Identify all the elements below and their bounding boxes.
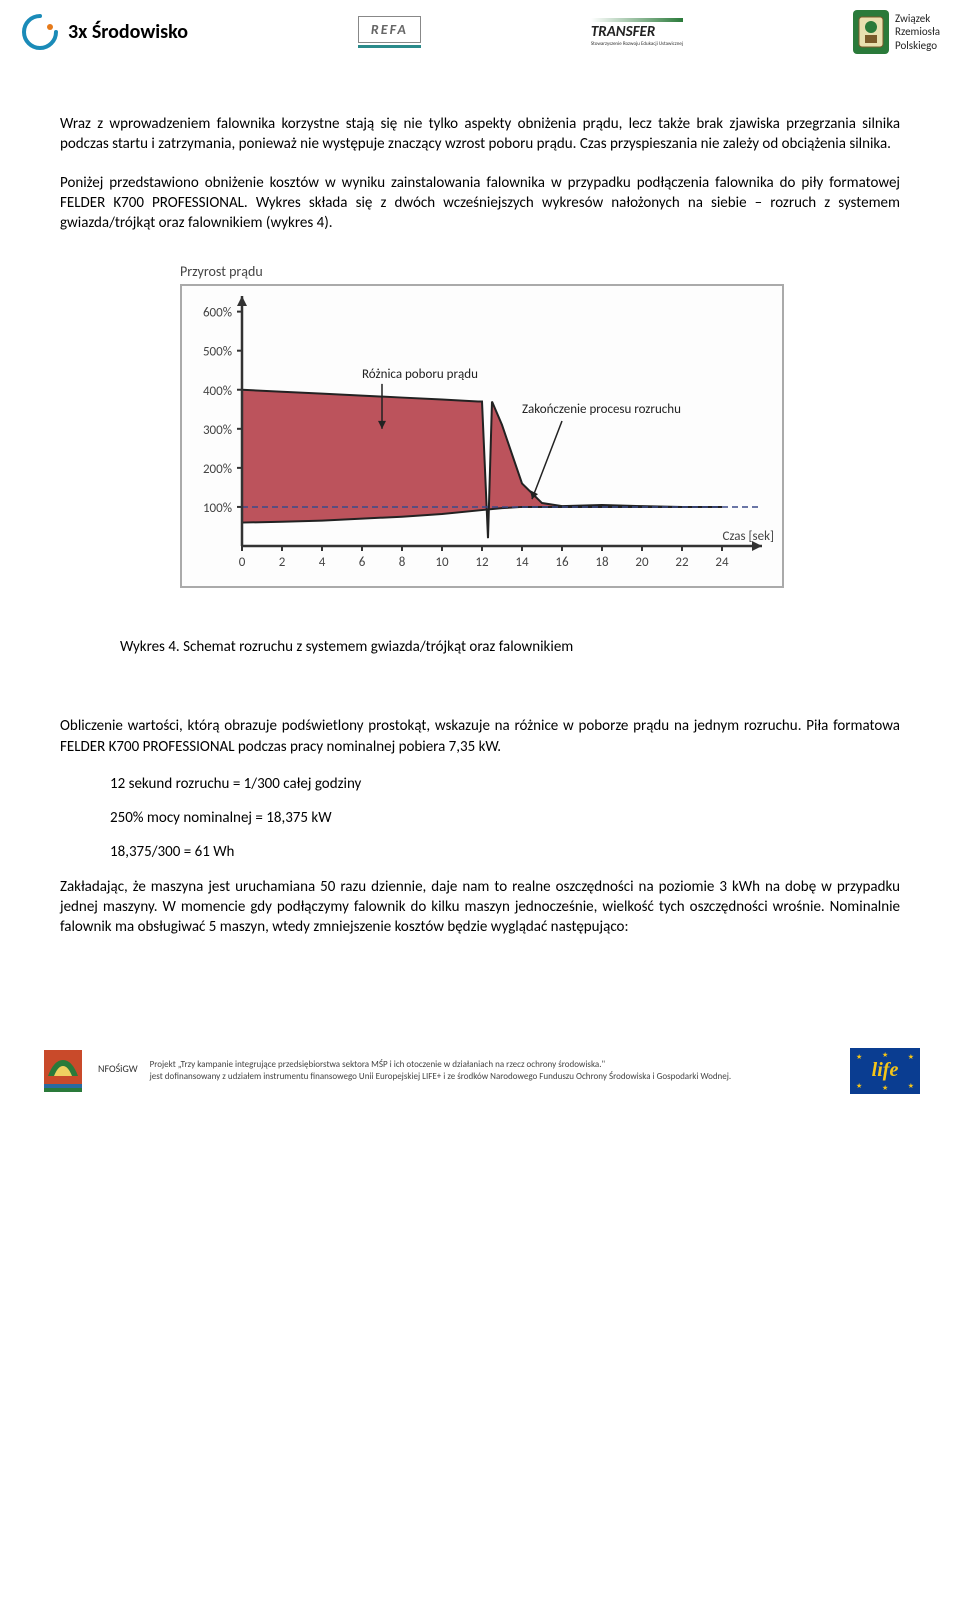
svg-text:4: 4 [319,555,326,570]
svg-text:18: 18 [595,555,609,570]
nfosigw-label: NFOŚiGW [98,1062,138,1075]
svg-text:2: 2 [279,555,286,570]
zrp-badge-icon [853,10,889,54]
svg-text:Zakończenie procesu rozruchu: Zakończenie procesu rozruchu [522,402,681,417]
chart-caption: Wykres 4. Schemat rozruchu z systemem gw… [120,638,900,656]
logo-transfer-sub: Stowarzyszenie Rozwoju Edukacji Ustawicz… [591,41,683,47]
svg-text:Czas [sek]: Czas [sek] [722,529,774,544]
nfosigw-logo-icon [40,1046,86,1096]
svg-text:16: 16 [555,555,569,570]
svg-text:20: 20 [635,555,649,570]
paragraph-3: Obliczenie wartości, którą obrazuje podś… [60,716,900,757]
footer-left: NFOŚiGW Projekt „Trzy kampanie integrują… [40,1046,731,1096]
logo-3x-srodowisko: 3x Środowisko [20,12,188,52]
footer-project-text: Projekt „Trzy kampanie integrujące przed… [150,1059,732,1082]
svg-text:400%: 400% [203,384,232,399]
chart-y-title: Przyrost prądu [180,263,800,280]
logo-transfer: TRANSFER Stowarzyszenie Rozwoju Edukacji… [591,18,683,47]
logo-refa: REFA [358,16,421,48]
svg-text:8: 8 [399,555,406,570]
page-footer: NFOŚiGW Projekt „Trzy kampanie integrują… [0,1036,960,1116]
svg-text:300%: 300% [203,423,232,438]
logo-3x-text: 3x Środowisko [68,20,188,44]
svg-text:6: 6 [359,555,366,570]
svg-text:100%: 100% [203,501,232,516]
logo-zrp-text: Związek Rzemiosła Polskiego [895,12,940,52]
life-logo: ★ ★ ★ ★ ★ ★ life [850,1048,920,1094]
svg-text:24: 24 [715,555,729,570]
svg-text:500%: 500% [203,345,232,360]
svg-text:600%: 600% [203,306,232,321]
svg-text:Różnica poboru prądu: Różnica poboru prądu [362,367,478,382]
svg-text:12: 12 [475,555,489,570]
logo-3x-icon [20,12,60,52]
logo-zrp: Związek Rzemiosła Polskiego [853,10,940,54]
paragraph-1: Wraz z wprowadzeniem falownika korzystne… [60,114,900,155]
life-logo-text: life [872,1059,899,1082]
calc-line-3: 18,375/300 = 61 Wh [110,843,900,861]
svg-text:0: 0 [239,555,246,570]
svg-text:14: 14 [515,555,529,570]
footer-text-block: NFOŚiGW [98,1062,138,1079]
calc-line-2: 250% mocy nominalnej = 18,375 kW [110,809,900,827]
calc-line-1: 12 sekund rozruchu = 1/300 całej godziny [110,775,900,793]
svg-text:22: 22 [675,555,689,570]
chart-container: Przyrost prądu 600% 500% 400% 300% 200% 100% 0… [160,263,800,588]
svg-text:10: 10 [435,555,449,570]
svg-text:200%: 200% [203,462,232,477]
paragraph-2: Poniżej przedstawiono obniżenie kosztów … [60,173,900,234]
logo-refa-text: REFA [358,16,421,43]
paragraph-4: Zakładając, że maszyna jest uruchamiana … [60,877,900,938]
logo-transfer-text: TRANSFER [591,23,683,41]
page-content: Wraz z wprowadzeniem falownika korzystne… [0,94,960,996]
header-partner-logos: 3x Środowisko REFA TRANSFER Stowarzyszen… [0,0,960,64]
startup-current-chart: 600%500%400%300%200%100%0246810121416182… [180,284,784,588]
